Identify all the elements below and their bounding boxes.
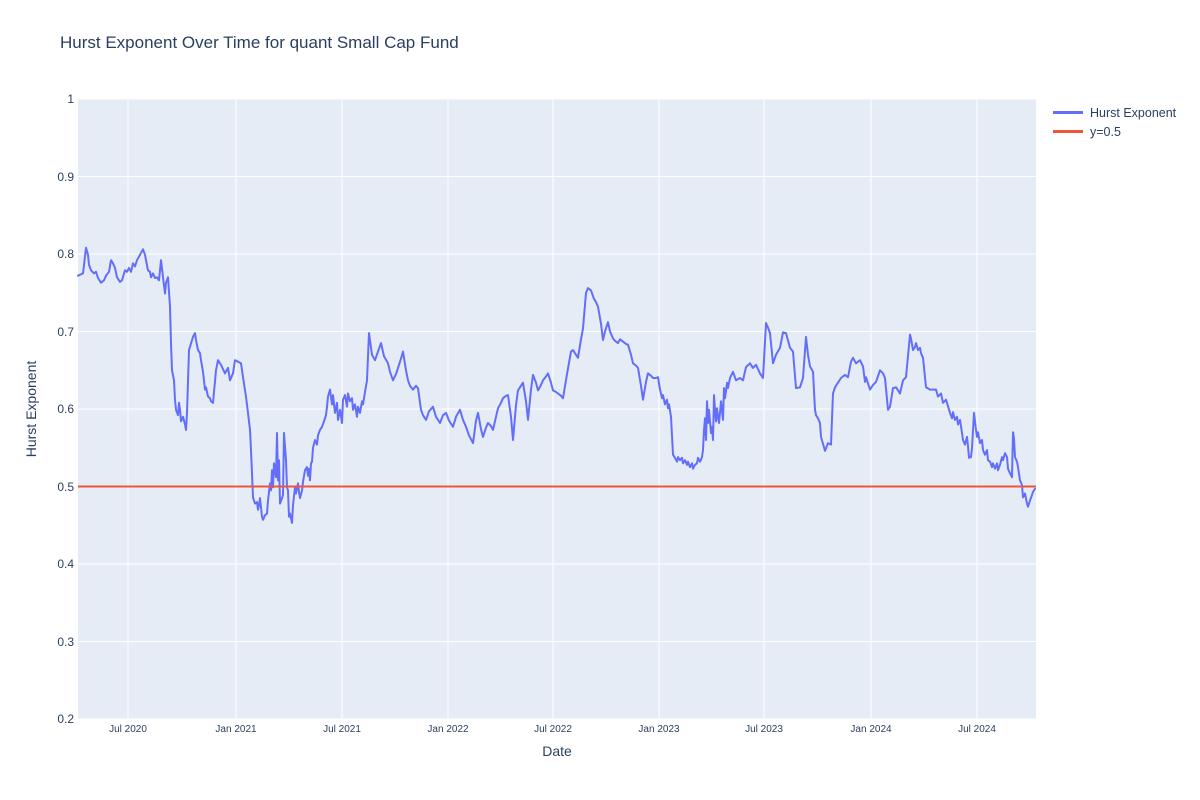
y-tick-label: 1 xyxy=(67,92,74,106)
legend-item-hurst-exponent[interactable]: Hurst Exponent xyxy=(1053,103,1176,122)
y-tick-label: 0.3 xyxy=(57,634,74,649)
x-tick-label: Jan 2021 xyxy=(215,724,257,735)
legend-item-y-0-5[interactable]: y=0.5 xyxy=(1053,122,1176,141)
legend: Hurst Exponent y=0.5 xyxy=(1053,103,1176,141)
legend-line-swatch-icon xyxy=(1053,130,1083,133)
x-axis-title: Date xyxy=(542,743,572,759)
legend-item-label: Hurst Exponent xyxy=(1090,105,1177,120)
x-tick-label: Jul 2023 xyxy=(745,724,783,735)
y-tick-label: 0.2 xyxy=(57,712,74,726)
y-tick-label: 0.6 xyxy=(57,402,74,416)
y-tick-label: 0.9 xyxy=(57,169,74,184)
y-tick-label: 0.8 xyxy=(57,247,74,261)
x-tick-label: Jul 2024 xyxy=(958,724,996,735)
chart-title: Hurst Exponent Over Time for quant Small… xyxy=(60,33,459,52)
y-tick-label: 0.4 xyxy=(57,557,74,571)
y-tick-label: 0.5 xyxy=(57,479,74,494)
x-tick-label: Jul 2021 xyxy=(323,724,361,735)
y-tick-label: 0.7 xyxy=(57,324,74,339)
x-tick-label: Jan 2023 xyxy=(638,724,680,735)
legend-line-swatch-icon xyxy=(1053,111,1083,114)
legend-item-label: y=0.5 xyxy=(1090,124,1121,139)
hurst-exponent-line[interactable] xyxy=(77,246,1036,524)
x-tick-label: Jul 2020 xyxy=(109,724,147,735)
x-tick-label: Jan 2024 xyxy=(850,724,892,735)
x-tick-label: Jul 2022 xyxy=(534,724,572,735)
x-tick-label: Jan 2022 xyxy=(427,724,469,735)
